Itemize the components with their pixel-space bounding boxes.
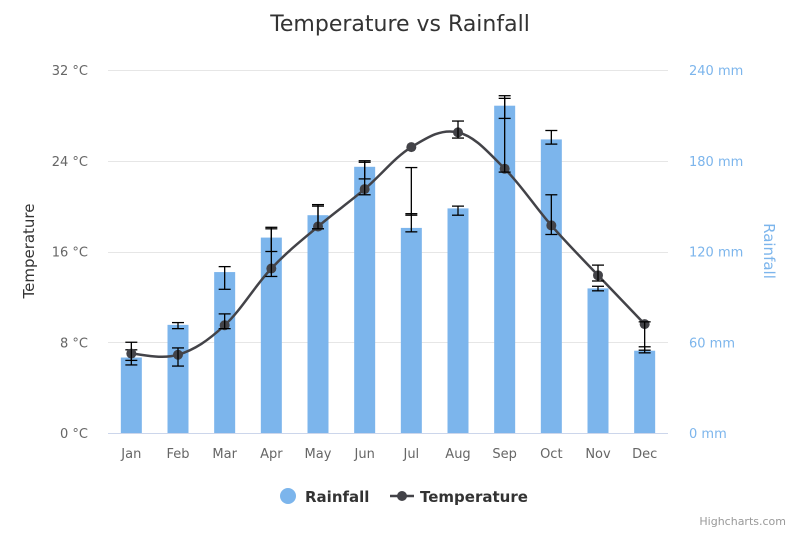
rainfall-bar[interactable]	[540, 139, 562, 433]
gridlines	[108, 70, 668, 343]
x-tick-label: Apr	[260, 447, 283, 462]
temperature-error-bar	[265, 228, 278, 278]
legend-item-rainfall[interactable]: Rainfall	[280, 488, 369, 506]
rainfall-bar[interactable]	[494, 105, 516, 433]
x-tick-label: May	[305, 447, 332, 462]
temperature-line	[131, 130, 646, 358]
right-tick-label: 120 mm	[689, 246, 743, 261]
x-tick-label: Jun	[354, 447, 375, 462]
temperature-error-bar	[218, 313, 231, 330]
legend-temperature-label: Temperature	[420, 488, 528, 506]
legend-temperature-symbol	[397, 491, 407, 501]
temperature-error-bar	[405, 166, 418, 216]
temperature-error-bar	[592, 264, 604, 282]
right-tick-label: 0 mm	[689, 427, 727, 442]
left-tick-label: 24 °C	[52, 155, 88, 170]
rainfall-error-bar	[545, 129, 558, 145]
rainfall-bar[interactable]	[354, 166, 376, 434]
right-tick-label: 60 mm	[689, 336, 735, 351]
rainfall-bar[interactable]	[634, 350, 656, 433]
rainfall-bar[interactable]	[120, 357, 142, 433]
rainfall-error-bars	[125, 95, 651, 362]
rainfall-error-bar	[218, 265, 231, 290]
x-tick-label: Mar	[212, 447, 237, 462]
legend: Rainfall Temperature	[280, 488, 528, 506]
legend-rainfall-label: Rainfall	[305, 488, 369, 506]
rainfall-series[interactable]	[120, 105, 656, 434]
rainfall-bar[interactable]	[447, 208, 469, 433]
left-axis-ticks: 0 °C 8 °C 16 °C 24 °C 32 °C	[52, 64, 88, 442]
temperature-series[interactable]	[126, 127, 650, 360]
rainfall-bar[interactable]	[260, 237, 282, 433]
x-tick-label: Jan	[120, 447, 141, 462]
x-tick-label: Feb	[166, 447, 189, 462]
right-axis-title: Rainfall	[760, 223, 778, 279]
left-tick-label: 16 °C	[52, 246, 88, 261]
temperature-point[interactable]	[406, 142, 417, 153]
legend-rainfall-symbol	[280, 488, 296, 504]
right-tick-label: 180 mm	[689, 155, 743, 170]
rainfall-bar[interactable]	[167, 324, 189, 433]
temperature-error-bar	[125, 341, 138, 366]
x-tick-label: Jul	[402, 447, 419, 462]
temperature-error-bar	[498, 97, 511, 173]
x-axis-ticks: Jan Feb Mar Apr May Jun Jul Aug Sep Oct Nov Dec	[120, 447, 657, 462]
temperature-error-bar	[358, 160, 371, 196]
left-axis-title: Temperature	[20, 203, 38, 299]
x-tick-label: Nov	[585, 447, 611, 462]
temperature-error-bar	[545, 194, 558, 236]
legend-item-temperature[interactable]: Temperature	[390, 488, 528, 506]
temperature-error-bar	[312, 205, 324, 230]
rainfall-error-bar	[592, 285, 604, 292]
left-tick-label: 8 °C	[60, 336, 88, 351]
x-tick-label: Oct	[540, 447, 562, 462]
chart-title: Temperature vs Rainfall	[269, 12, 530, 37]
x-tick-label: Aug	[445, 447, 470, 462]
credits-link[interactable]: Highcharts.com	[699, 515, 786, 528]
right-tick-label: 240 mm	[689, 64, 743, 79]
left-tick-label: 0 °C	[60, 427, 88, 442]
x-tick-label: Dec	[632, 447, 657, 462]
rainfall-bar[interactable]	[307, 215, 329, 433]
temperature-error-bar	[172, 347, 184, 367]
left-tick-label: 32 °C	[52, 64, 88, 79]
right-axis-ticks: 0 mm 60 mm 120 mm 180 mm 240 mm	[689, 64, 743, 442]
rainfall-bar[interactable]	[214, 272, 236, 433]
rainfall-bar[interactable]	[400, 227, 422, 433]
temperature-error-bar	[638, 321, 651, 351]
rainfall-error-bar	[452, 205, 464, 216]
x-tick-label: Sep	[492, 447, 517, 462]
temperature-error-bars	[125, 97, 651, 367]
temperature-error-bar	[452, 120, 464, 139]
rainfall-bar[interactable]	[587, 288, 609, 433]
rainfall-error-bar	[172, 321, 184, 330]
